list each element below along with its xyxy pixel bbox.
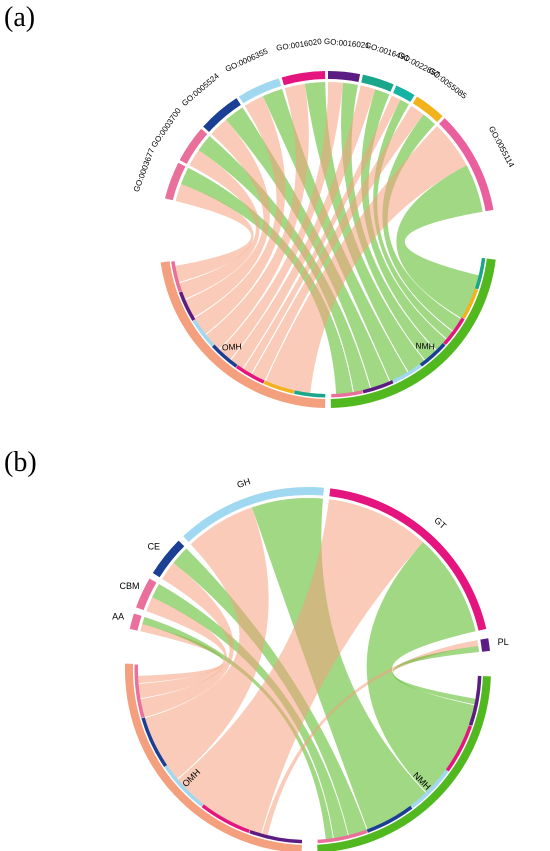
ribbon-omh-gh	[143, 507, 269, 781]
label-gt: GT	[432, 515, 448, 531]
label-go-0005524: GO:0005524	[180, 71, 221, 108]
label-go-0006355: GO:0006355	[224, 46, 270, 73]
band-nmh-1	[461, 288, 479, 319]
arc-go-0016491	[361, 74, 394, 92]
arc-cbm	[136, 578, 157, 611]
arc-nmh	[317, 676, 491, 851]
label-gh: GH	[236, 476, 252, 490]
ribbon-omh-gt	[176, 499, 424, 836]
ribbon-omh-go-0016491	[229, 85, 376, 371]
label-go-0055114: GO:0055114	[487, 125, 516, 170]
band-nmh-6	[331, 390, 363, 398]
band-nmh-1	[445, 725, 473, 772]
ribbon-nmh-go-0016020	[304, 82, 426, 374]
label-aa: AA	[112, 612, 124, 622]
label-go-0003700: GO:0003700	[149, 106, 183, 149]
band-nmh-0	[474, 257, 486, 290]
ribbon-omh-go-0016021	[218, 82, 344, 361]
panel-a-label: (a)	[4, 2, 36, 33]
band-nmh-0	[468, 675, 482, 726]
arc-go-0055114	[439, 118, 494, 212]
arc-gt	[329, 488, 487, 631]
label-go-0016020: GO:0016020	[276, 37, 323, 53]
band-omh-6	[171, 261, 182, 293]
ribbon-nmh-go-0055114	[396, 165, 483, 320]
band-omh-2	[235, 365, 265, 384]
ribbon-omh-go-0005524	[183, 119, 270, 319]
arc-nmh	[330, 258, 496, 408]
band-omh-3	[141, 717, 168, 768]
arc-go-0055085	[412, 96, 443, 122]
arc-go-0006355	[238, 78, 282, 104]
ribbon-omh-cbm	[136, 597, 227, 699]
band-nmh-3	[419, 343, 446, 367]
band-omh-5	[178, 291, 196, 321]
band-nmh-2	[410, 769, 449, 809]
label-pl: PL	[498, 637, 509, 647]
label-ce: CE	[148, 542, 161, 552]
ribbon-nmh-gh	[252, 498, 427, 832]
arc-ce	[152, 540, 185, 578]
ribbon-omh-go-0003700	[177, 150, 260, 300]
band-omh-0	[294, 390, 326, 398]
band-nmh-5	[362, 380, 394, 394]
arc-go-0005524	[203, 98, 241, 132]
label-nmh: NMH	[415, 341, 435, 352]
band-omh-2	[164, 765, 204, 807]
band-omh-0	[249, 829, 303, 844]
arc-go-0016020	[281, 71, 326, 86]
band-omh-1	[263, 380, 295, 394]
panel-a-ribbons	[173, 82, 483, 396]
ribbon-omh-go-0016020	[204, 83, 309, 351]
ribbon-nmh-ce	[173, 548, 368, 837]
band-nmh-2	[443, 317, 465, 345]
label-go-0016021: GO:0016021	[324, 37, 371, 50]
arc-gh	[183, 487, 324, 543]
ribbon-nmh-go-0055085	[382, 114, 463, 332]
panel-b-ribbons	[136, 498, 480, 842]
label-go-0055085: GO:0055085	[427, 66, 469, 101]
band-omh-4	[192, 319, 215, 347]
ribbon-nmh-gt	[366, 542, 477, 794]
band-omh-3	[211, 344, 238, 368]
ribbon-nmh-go-0016491	[361, 89, 448, 352]
ribbon-nmh-pl	[392, 646, 480, 705]
arc-go-0016021	[328, 71, 361, 82]
arc-pl	[480, 638, 490, 652]
arc-aa	[129, 613, 142, 631]
ribbon-nmh-go-0003700	[198, 135, 371, 394]
ribbon-nmh-go-0003677	[180, 167, 354, 396]
label-go-0003677: GO:0003677	[132, 147, 157, 194]
band-omh-1	[201, 804, 250, 834]
label-cbm: CBM	[119, 581, 139, 591]
band-omh-4	[134, 664, 145, 718]
ribbon-omh-go-0003677	[173, 184, 254, 283]
ribbon-omh-go-0022857	[242, 95, 401, 376]
band-nmh-3	[366, 805, 413, 833]
band-nmh-4	[317, 829, 368, 844]
label-omh: OMH	[222, 341, 242, 352]
band-nmh-4	[392, 364, 422, 384]
arc-go-0003677	[164, 162, 186, 201]
ribbon-omh-go-0006355	[192, 96, 286, 336]
ribbon-omh-go-0055085	[251, 105, 424, 383]
ribbon-nmh-go-0005524	[226, 107, 391, 390]
ribbon-omh-go-0055114	[264, 126, 467, 395]
arc-go-0022857	[393, 85, 415, 102]
arc-omh	[160, 261, 326, 408]
panel-b-label: (b)	[4, 447, 37, 478]
ribbon-omh-ce	[138, 562, 234, 718]
arc-go-0003700	[179, 128, 208, 164]
